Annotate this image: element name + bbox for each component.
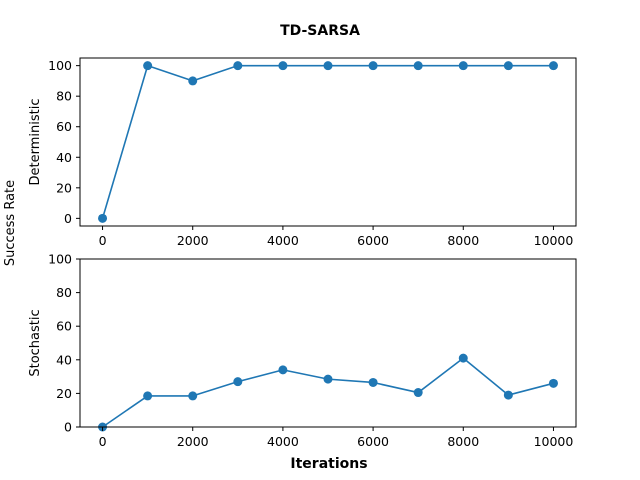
- stochastic-data-point: [143, 391, 153, 401]
- deterministic-data-point: [503, 61, 513, 71]
- deterministic-y-tick-label: 80: [56, 89, 72, 104]
- stochastic-y-axis-label: Stochastic: [28, 309, 43, 376]
- deterministic-y-tick-label: 60: [56, 119, 72, 134]
- deterministic-x-tick-label: 4000: [267, 233, 299, 248]
- stochastic-data-point: [188, 391, 198, 401]
- deterministic-data-point: [188, 76, 198, 86]
- deterministic-data-point: [233, 61, 243, 71]
- stochastic-x-tick-label: 10000: [534, 434, 574, 449]
- stochastic-y-tick-label: 20: [56, 386, 72, 401]
- deterministic-data-point: [143, 61, 153, 71]
- x-axis-label: Iterations: [290, 456, 367, 472]
- stochastic-data-point: [458, 353, 468, 363]
- stochastic-x-tick-label: 6000: [357, 434, 389, 449]
- deterministic-x-tick-label: 2000: [177, 233, 209, 248]
- deterministic-y-tick-label: 100: [48, 58, 72, 73]
- deterministic-data-point: [458, 61, 468, 71]
- deterministic-x-tick-label: 8000: [447, 233, 479, 248]
- stochastic-series: [98, 353, 558, 432]
- stochastic-x-tick-label: 4000: [267, 434, 299, 449]
- deterministic-y-tick-label: 40: [56, 150, 72, 165]
- deterministic-data-point: [278, 61, 288, 71]
- stochastic-panel: 0 2000 4000 6000 8000 10000 0 20 40 60 80 100 Stoc…: [28, 252, 577, 449]
- deterministic-data-point: [413, 61, 423, 71]
- deterministic-data-point: [323, 61, 333, 71]
- deterministic-y-ticks: 0 20 40 60 80 100: [48, 58, 80, 226]
- deterministic-x-tick-label: 0: [99, 233, 107, 248]
- deterministic-series: [98, 61, 558, 223]
- deterministic-x-tick-label: 10000: [534, 233, 574, 248]
- figure-title: TD-SARSA: [280, 23, 360, 39]
- stochastic-data-point: [503, 390, 513, 400]
- stochastic-data-point: [368, 377, 378, 387]
- deterministic-y-tick-label: 20: [56, 180, 72, 195]
- deterministic-x-tick-label: 6000: [357, 233, 389, 248]
- stochastic-axes-frame: [79, 258, 577, 428]
- stochastic-y-tick-label: 60: [56, 319, 72, 334]
- stochastic-x-tick-label: 0: [99, 434, 107, 449]
- shared-y-axis-label: Success Rate: [3, 180, 18, 266]
- deterministic-y-axis-label: Deterministic: [28, 99, 43, 186]
- deterministic-data-point: [98, 213, 108, 223]
- stochastic-data-point: [323, 374, 333, 384]
- stochastic-data-point: [413, 388, 423, 398]
- stochastic-data-point: [278, 365, 288, 375]
- deterministic-panel: 0 2000 4000 6000 8000 10000 0 20 40 60 80 100 Dete…: [28, 57, 577, 248]
- stochastic-x-ticks: 0 2000 4000 6000 8000 10000: [99, 427, 574, 449]
- deterministic-y-tick-label: 0: [64, 211, 72, 226]
- stochastic-y-tick-label: 80: [56, 285, 72, 300]
- stochastic-y-tick-label: 40: [56, 352, 72, 367]
- deterministic-data-point: [548, 61, 558, 71]
- stochastic-x-tick-label: 2000: [177, 434, 209, 449]
- deterministic-data-point: [368, 61, 378, 71]
- stochastic-data-point: [548, 378, 558, 388]
- stochastic-data-point: [233, 377, 243, 387]
- stochastic-y-ticks: 0 20 40 60 80 100: [48, 252, 80, 435]
- stochastic-y-tick-label: 0: [64, 420, 72, 435]
- stochastic-y-tick-label: 100: [48, 252, 72, 267]
- deterministic-x-ticks: 0 2000 4000 6000 8000 10000: [99, 226, 574, 248]
- deterministic-axes-frame: [79, 57, 577, 227]
- stochastic-x-tick-label: 8000: [447, 434, 479, 449]
